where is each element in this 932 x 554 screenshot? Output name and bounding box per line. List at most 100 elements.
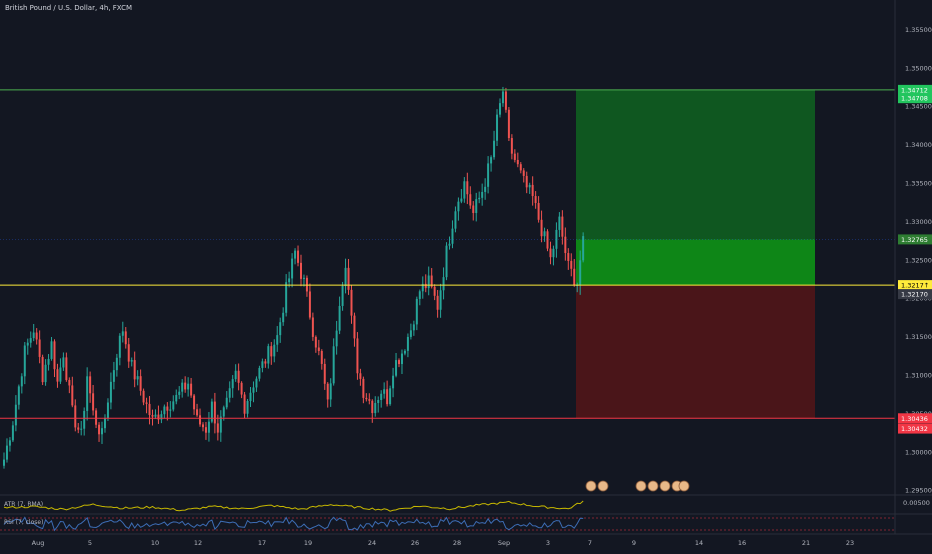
time-tick-label: 5 (88, 539, 92, 547)
candle-body (190, 383, 193, 396)
candle-body (109, 381, 112, 403)
candle-body (14, 404, 17, 426)
event-marker-icon (635, 480, 647, 492)
candle-body (362, 378, 365, 398)
candle-body (469, 194, 472, 206)
candle-body (169, 409, 172, 411)
candle-body (50, 341, 53, 359)
candle-body (472, 205, 475, 214)
candle-body (552, 248, 555, 258)
candle-body (519, 164, 522, 171)
candle-body (3, 459, 5, 466)
candle-body (493, 140, 496, 158)
candle-body (106, 402, 109, 419)
price-tick-label: 1.33000 (905, 218, 932, 226)
candle-body (139, 376, 142, 391)
candle-body (463, 181, 466, 199)
time-tick-label: 10 (151, 539, 159, 547)
candle-body (415, 298, 418, 325)
candle-body (448, 243, 451, 246)
candle-body (273, 344, 276, 357)
time-tick-label: 24 (368, 539, 376, 547)
candle-body (154, 414, 157, 417)
candle-body (267, 346, 270, 364)
candle-body (255, 378, 258, 388)
rsi-label: RSI (7, close) (4, 519, 44, 526)
event-marker-icon (585, 480, 597, 492)
candle-body (282, 312, 285, 323)
candle-body (187, 383, 190, 390)
candle-body (427, 275, 430, 289)
candle-body (412, 324, 415, 331)
candle-body (335, 330, 338, 347)
candle-body (264, 361, 267, 364)
candle-body (207, 421, 210, 433)
candle-body (400, 353, 403, 365)
candle-body (507, 109, 510, 139)
candle-body (118, 335, 121, 358)
candle-body (403, 350, 406, 354)
time-tick-label: 28 (453, 539, 461, 547)
candle-body (261, 361, 264, 368)
price-badge (898, 84, 932, 95)
candle-body (294, 250, 297, 259)
price-tick-label: 1.31000 (905, 371, 932, 379)
candle-body (136, 376, 139, 380)
candle-body (582, 236, 585, 261)
candle-body (475, 199, 478, 214)
candle-body (567, 253, 570, 261)
candle-body (276, 335, 279, 345)
candle-body (439, 290, 442, 310)
atr-label: ATR (7, RMA) (4, 501, 44, 508)
candle-body (513, 153, 516, 160)
candle-body (59, 367, 62, 382)
candle-body (564, 236, 567, 254)
event-marker-icon (678, 480, 690, 492)
candle-body (270, 346, 273, 357)
candle-body (5, 445, 8, 460)
candle-body (406, 336, 409, 351)
candle-body (409, 330, 412, 337)
candle-body (112, 370, 115, 382)
candle-body (246, 400, 249, 414)
candle-body (172, 401, 175, 410)
candle-body (311, 317, 314, 337)
candle-body (490, 157, 493, 164)
event-marker-icon (647, 480, 659, 492)
candle-body (166, 406, 169, 411)
candle-body (478, 197, 481, 200)
candle-body (510, 138, 513, 154)
time-tick-label: Aug (32, 539, 45, 547)
candle-body (175, 394, 178, 402)
time-tick-label: Sep (498, 539, 510, 547)
candle-body (89, 376, 92, 394)
candle-body (424, 283, 427, 289)
time-tick-label: 23 (846, 539, 854, 547)
price-tick-label: 1.35000 (905, 64, 932, 72)
candle-body (573, 268, 576, 286)
time-tick-label: 9 (632, 539, 636, 547)
candle-body (121, 331, 124, 336)
candle-body (501, 91, 504, 104)
candle-body (196, 409, 199, 416)
candle-body (558, 216, 561, 230)
candle-body (65, 357, 68, 381)
candle-body (534, 196, 537, 203)
candle-body (77, 427, 80, 430)
candle-body (308, 291, 311, 318)
price-badge-label: 1.34708 (901, 95, 928, 103)
candle-body (178, 391, 181, 395)
candle-body (279, 322, 282, 336)
candle-body (433, 286, 436, 296)
candle-body (148, 403, 151, 416)
candle-body (344, 267, 347, 287)
candle-body (210, 401, 213, 422)
candle-body (32, 332, 35, 339)
price-tick-label: 1.35500 (905, 26, 932, 34)
candle-body (380, 393, 383, 400)
profit-zone (576, 89, 815, 240)
candle-body (228, 388, 231, 398)
price-tick-label: 1.31500 (905, 333, 932, 341)
candle-body (484, 186, 487, 192)
